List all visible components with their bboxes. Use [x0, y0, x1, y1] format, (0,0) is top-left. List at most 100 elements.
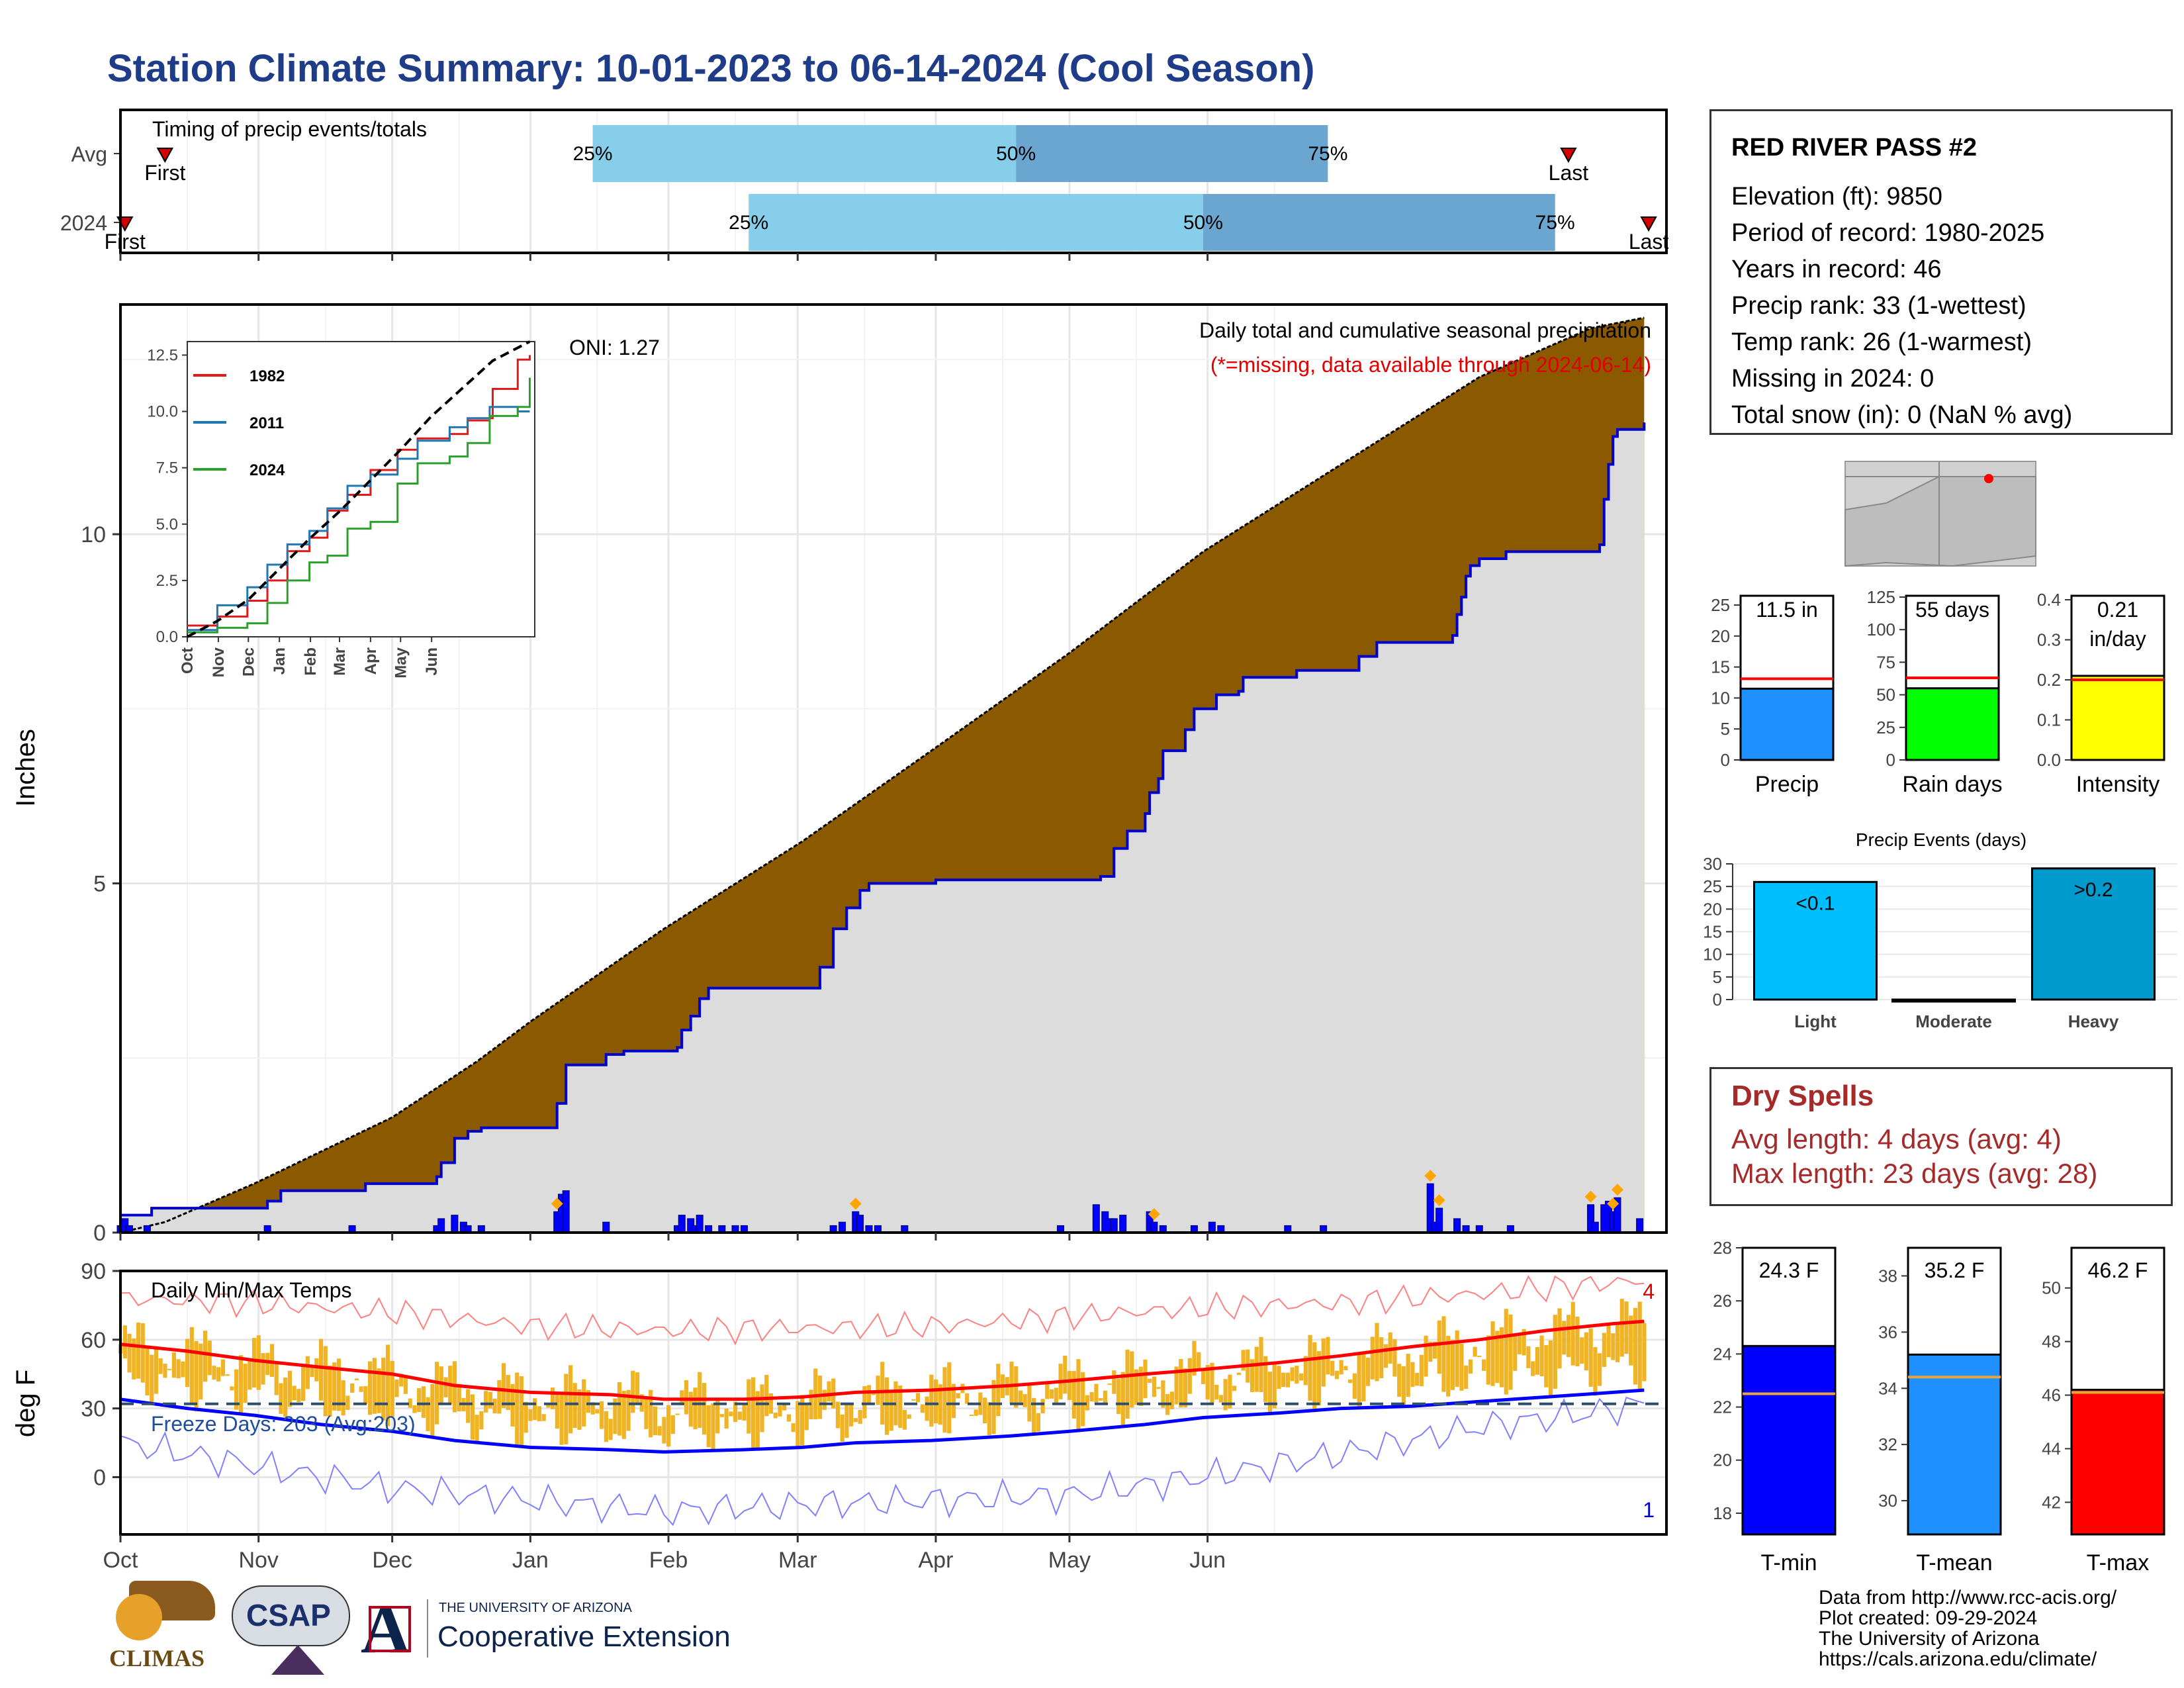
daily-temp-bar	[163, 1363, 167, 1378]
daily-temp-bar	[595, 1409, 600, 1414]
daily-temp-bar	[301, 1366, 306, 1401]
month-tick-label: Jan	[512, 1548, 549, 1573]
temp-bar-y-tick-label: 42	[2042, 1492, 2061, 1512]
daily-temp-bar	[1303, 1356, 1308, 1385]
timing-label-p50: 50%	[1183, 212, 1223, 234]
inset-series-line	[187, 377, 531, 633]
daily-temp-bar	[907, 1414, 911, 1419]
daily-temp-bar	[858, 1409, 862, 1424]
precip-panel-header: Daily total and cumulative seasonal prec…	[1199, 318, 1651, 342]
timing-bar-25-50	[749, 194, 1203, 251]
temp-bar-category-label: T-max	[2087, 1550, 2149, 1575]
daily-precip-bar	[839, 1221, 846, 1233]
daily-temp-bar	[590, 1402, 595, 1415]
daily-temp-bar	[296, 1389, 301, 1403]
daily-temp-bar	[150, 1354, 154, 1404]
daily-temp-bar	[670, 1415, 675, 1434]
daily-temp-bar	[1495, 1331, 1500, 1383]
daily-temp-bar	[310, 1366, 314, 1378]
daily-temp-bar	[729, 1411, 733, 1417]
daily-precip-bar	[1453, 1218, 1461, 1233]
daily-temp-bar	[947, 1362, 952, 1434]
daily-temp-bar	[1152, 1376, 1157, 1397]
daily-precip-bar	[678, 1215, 686, 1233]
daily-temp-bar	[866, 1385, 872, 1404]
daily-temp-bar	[1517, 1336, 1522, 1354]
inset-series-line	[187, 355, 531, 627]
ua-logo: A THE UNIVERSITY OF ARIZONA Cooperative …	[361, 1591, 745, 1667]
daily-temp-bar	[822, 1389, 827, 1410]
dry-spells-box: Dry Spells Avg length: 4 days (avg: 4) M…	[1709, 1067, 2173, 1206]
inset-x-tick-label: Apr	[362, 647, 380, 675]
daily-temp-bar	[479, 1411, 484, 1430]
month-tick-label: Jun	[1189, 1548, 1226, 1573]
daily-temp-bar	[1174, 1366, 1179, 1405]
total-value-label-2: in/day	[2089, 627, 2146, 651]
daily-temp-bar	[501, 1363, 506, 1408]
daily-temp-bar	[412, 1405, 417, 1413]
inset-y-tick-label: 10.0	[147, 403, 178, 421]
daily-precip-bar	[1150, 1221, 1158, 1233]
climas-logo: CLIMAS	[109, 1581, 215, 1680]
daily-temp-bar	[1428, 1341, 1433, 1362]
daily-temp-bar	[715, 1398, 720, 1434]
first-label: First	[105, 230, 146, 254]
daily-temp-bar	[1023, 1394, 1027, 1407]
daily-temp-bar	[1071, 1371, 1076, 1419]
daily-temp-bar	[1210, 1362, 1214, 1403]
temp-bar-category-label: T-min	[1761, 1550, 1817, 1575]
temp-bar-y-tick-label: 18	[1713, 1503, 1732, 1523]
daily-temp-bar	[929, 1374, 934, 1427]
heavy-event-marker	[1148, 1208, 1160, 1221]
temp-bar-y-tick-label: 20	[1713, 1450, 1732, 1470]
daily-temp-bar	[1321, 1338, 1326, 1387]
daily-temp-bar	[323, 1346, 328, 1417]
daily-temp-bar	[519, 1376, 524, 1446]
temp-bar	[1907, 1353, 2002, 1536]
daily-temp-bar	[1228, 1374, 1232, 1409]
daily-temp-bar	[1054, 1387, 1058, 1403]
csap-cloud-icon	[232, 1585, 350, 1646]
daily-temp-bar	[1441, 1316, 1446, 1392]
total-y-tick-label: 0.2	[2037, 670, 2061, 690]
total-y-tick-label: 5	[1721, 719, 1730, 739]
temp-bar-y-tick-label: 34	[1878, 1378, 1897, 1398]
total-category-label: Rain days	[1902, 772, 2002, 797]
daily-temp-bar	[314, 1358, 319, 1382]
daily-temp-bar	[1490, 1321, 1495, 1386]
daily-temp-bar	[747, 1379, 751, 1434]
timing-row-label: Avg	[71, 142, 107, 166]
daily-precip-bar	[1636, 1218, 1644, 1233]
daily-precip-bar	[696, 1215, 704, 1233]
daily-temp-bar	[1348, 1379, 1353, 1383]
precip-y-tick-label: 5	[93, 872, 106, 897]
daily-temp-bar	[1263, 1356, 1268, 1402]
events-bar	[1891, 998, 2016, 1003]
daily-temp-bar	[608, 1419, 613, 1440]
daily-temp-bar	[951, 1383, 956, 1419]
daily-precip-bar	[602, 1221, 610, 1233]
precip-y-tick-label: 0	[93, 1221, 106, 1246]
events-bar-tag: <0.1	[1796, 892, 1835, 914]
daily-temp-bar	[261, 1353, 265, 1385]
daily-temp-bar	[1290, 1367, 1295, 1382]
daily-temp-bar	[559, 1394, 564, 1445]
daily-temp-bar	[1143, 1359, 1148, 1399]
daily-temp-bar	[158, 1358, 163, 1374]
heavy-event-marker	[551, 1197, 563, 1210]
inset-x-tick-label: Jun	[423, 647, 441, 676]
daily-temp-bar	[1580, 1337, 1584, 1364]
daily-temp-bar	[1334, 1370, 1340, 1380]
daily-temp-bar	[577, 1389, 582, 1430]
daily-temp-bar	[1606, 1324, 1611, 1358]
daily-temp-bar	[1611, 1333, 1615, 1360]
month-tick-label: Nov	[238, 1548, 278, 1573]
daily-temp-bar	[666, 1405, 671, 1447]
daily-temp-bar	[1272, 1363, 1277, 1409]
heavy-event-marker	[1433, 1194, 1445, 1207]
daily-temp-bar	[354, 1378, 359, 1381]
total-y-tick-label: 0.1	[2037, 710, 2061, 730]
inset-y-tick-label: 12.5	[147, 346, 178, 364]
footer-line: The University of Arizona	[1819, 1628, 2040, 1650]
daily-temp-bar	[693, 1387, 698, 1430]
